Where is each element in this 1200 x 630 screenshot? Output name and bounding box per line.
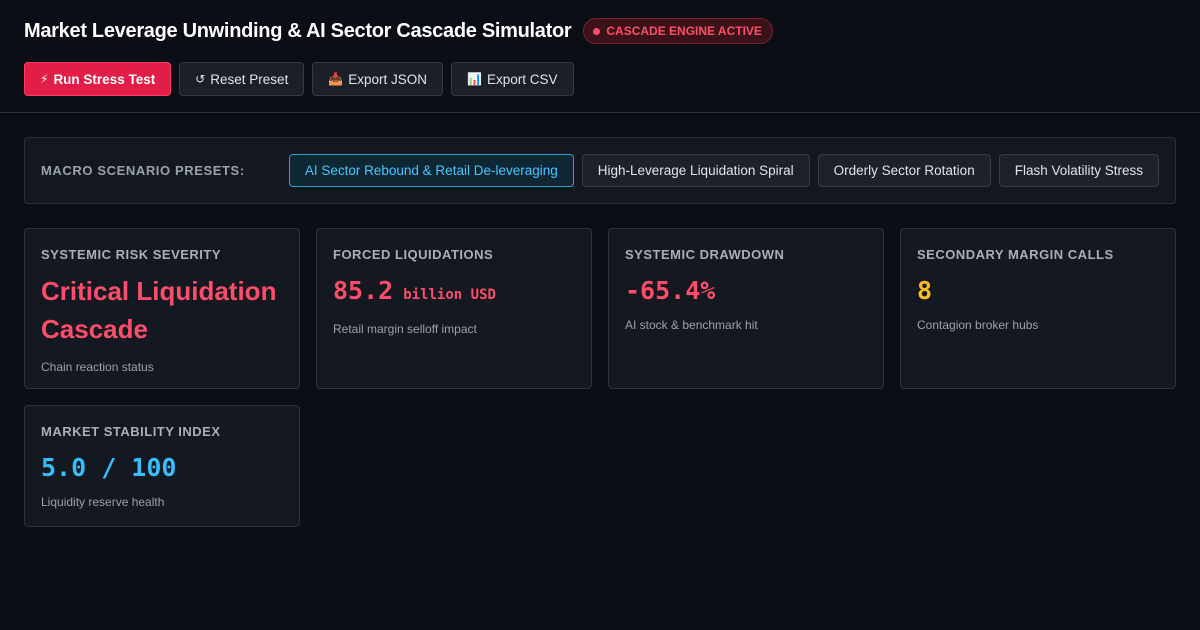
preset-ai-sector-rebound[interactable]: AI Sector Rebound & Retail De-leveraging	[288, 154, 574, 187]
margin-calls-value: 8	[917, 276, 933, 305]
liquidations-unit: billion USD	[403, 287, 496, 303]
liquidations-amount: 85.2	[333, 276, 394, 305]
lightning-icon: ⚡	[40, 72, 49, 86]
card-subtitle: Retail margin selloff impact	[333, 322, 477, 336]
preset-flash-volatility[interactable]: Flash Volatility Stress	[998, 154, 1159, 187]
card-title: FORCED LIQUIDATIONS	[333, 247, 494, 262]
reset-preset-button[interactable]: ↺ Reset Preset	[179, 62, 305, 96]
status-badge: CASCADE ENGINE ACTIVE	[583, 18, 773, 44]
export-json-label: Export JSON	[348, 71, 428, 87]
reset-icon: ↺	[195, 72, 206, 86]
page-title: Market Leverage Unwinding & AI Sector Ca…	[24, 19, 572, 42]
stability-index-value: 5.0 / 100	[41, 453, 177, 482]
card-title: SECONDARY MARGIN CALLS	[917, 247, 1114, 262]
preset-list: AI Sector Rebound & Retail De-leveraging…	[288, 154, 1159, 187]
run-stress-test-button[interactable]: ⚡ Run Stress Test	[24, 62, 172, 96]
card-title: MARKET STABILITY INDEX	[41, 424, 221, 439]
status-dot-icon	[593, 27, 601, 35]
status-badge-label: CASCADE ENGINE ACTIVE	[606, 24, 762, 38]
card-subtitle: AI stock & benchmark hit	[625, 318, 758, 332]
preset-label: MACRO SCENARIO PRESETS:	[41, 163, 245, 178]
card-title: SYSTEMIC RISK SEVERITY	[41, 247, 222, 262]
scenario-preset-bar: MACRO SCENARIO PRESETS: AI Sector Reboun…	[24, 137, 1176, 204]
risk-severity-value: Critical Liquidation Cascade	[41, 276, 277, 344]
margin-calls-card: SECONDARY MARGIN CALLS 8 Contagion broke…	[900, 228, 1176, 389]
export-csv-label: Export CSV	[487, 71, 558, 87]
toolbar: ⚡ Run Stress Test ↺ Reset Preset 📥 Expor…	[24, 62, 1176, 96]
card-subtitle: Chain reaction status	[41, 360, 154, 374]
metric-cards: SYSTEMIC RISK SEVERITY Critical Liquidat…	[24, 228, 1176, 527]
main-content: MACRO SCENARIO PRESETS: AI Sector Reboun…	[0, 113, 1200, 527]
bar-chart-icon: 📊	[467, 72, 483, 86]
card-title: SYSTEMIC DRAWDOWN	[625, 247, 785, 262]
title-row: Market Leverage Unwinding & AI Sector Ca…	[24, 18, 1176, 44]
forced-liquidations-card: FORCED LIQUIDATIONS 85.2 billion USD Reta…	[316, 228, 592, 389]
stability-index-card: MARKET STABILITY INDEX 5.0 / 100 Liquidi…	[24, 405, 300, 527]
preset-orderly-rotation[interactable]: Orderly Sector Rotation	[817, 154, 991, 187]
app-header: Market Leverage Unwinding & AI Sector Ca…	[0, 0, 1200, 113]
reset-preset-label: Reset Preset	[210, 71, 289, 87]
drawdown-value: -65.4%	[625, 276, 716, 305]
systemic-drawdown-card: SYSTEMIC DRAWDOWN -65.4% AI stock & benc…	[608, 228, 884, 389]
preset-high-leverage-spiral[interactable]: High-Leverage Liquidation Spiral	[581, 154, 810, 187]
export-json-button[interactable]: 📥 Export JSON	[312, 62, 444, 96]
risk-severity-card: SYSTEMIC RISK SEVERITY Critical Liquidat…	[24, 228, 300, 389]
inbox-tray-icon: 📥	[328, 72, 344, 86]
run-stress-test-label: Run Stress Test	[53, 71, 156, 87]
export-csv-button[interactable]: 📊 Export CSV	[451, 62, 574, 96]
forced-liquidations-value: 85.2 billion USD	[333, 276, 575, 310]
card-subtitle: Contagion broker hubs	[917, 318, 1039, 332]
card-subtitle: Liquidity reserve health	[41, 495, 165, 509]
